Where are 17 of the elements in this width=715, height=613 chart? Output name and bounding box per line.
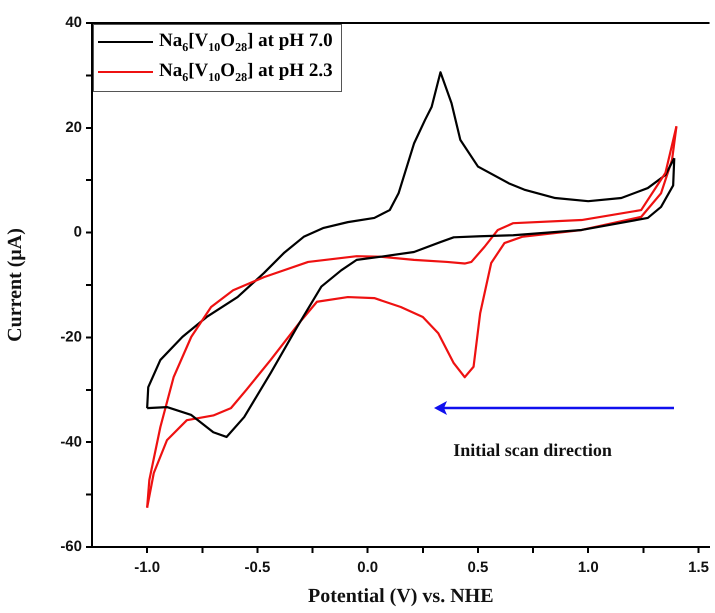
y-tick-label: -20 bbox=[60, 328, 82, 346]
y-tick-label: 40 bbox=[65, 14, 82, 32]
legend-label: Na$_{6}$[V$_{10}$O$_{28}$] at pH 7.0 bbox=[159, 30, 333, 54]
x-tick-label: 1.5 bbox=[688, 559, 709, 576]
x-tick-label: -0.5 bbox=[244, 559, 270, 576]
legend-label: Na$_{6}$[V$_{10}$O$_{28}$] at pH 2.3 bbox=[159, 60, 333, 84]
x-tick-label: 0.5 bbox=[468, 559, 488, 576]
y-tick-label: -60 bbox=[60, 538, 82, 556]
x-tick-label: -1.0 bbox=[134, 559, 160, 576]
x-axis-title: Potential (V) vs. NHE bbox=[308, 585, 494, 608]
x-tick-label: 1.0 bbox=[578, 559, 599, 576]
y-tick-label: 20 bbox=[65, 118, 82, 136]
y-axis-title: Current (μA) bbox=[4, 228, 26, 342]
y-tick-label: -40 bbox=[60, 433, 82, 450]
annotation: Initial scan direction bbox=[453, 440, 612, 460]
y-tick-label: 0 bbox=[74, 224, 82, 241]
x-tick-label: 0.0 bbox=[357, 559, 378, 576]
